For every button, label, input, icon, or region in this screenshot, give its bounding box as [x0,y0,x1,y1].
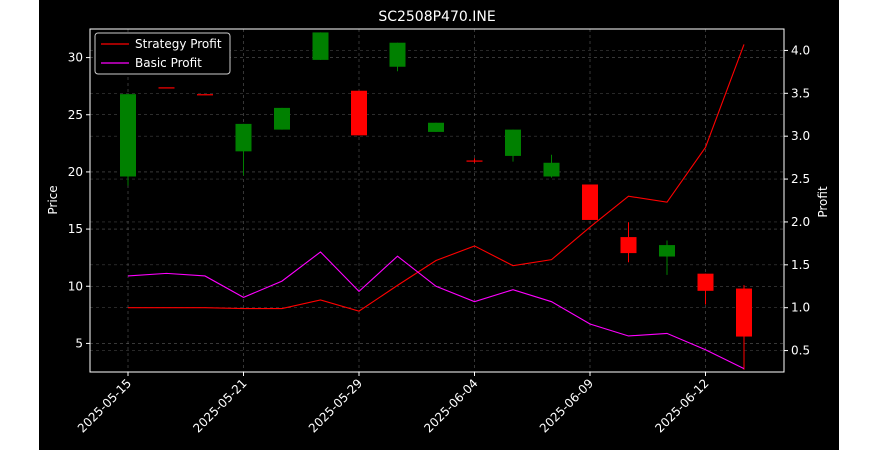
y-axis-label-right: Profit [816,186,830,218]
candle-body-11 [543,162,560,177]
x-axis: 2025-05-15 2025-05-21 2025-05-29 2025-06-04… [75,372,712,435]
candles [120,32,752,370]
right-tick-label-4: 2.5 [791,172,810,186]
left-tick-label-4: 25 [68,108,83,122]
right-tick-label-2: 1.5 [791,258,810,272]
y-axis-label-left: Price [46,185,60,214]
profit-lines [127,44,745,370]
right-tick-label-7: 4.0 [791,43,810,57]
right-tick-label-1: 1.0 [791,301,810,315]
legend-label-strategy-profit: Strategy Profit [135,37,222,51]
legend-box [94,32,231,75]
grid-lines [90,29,784,372]
candle-body-1 [158,87,175,89]
candle-body-5 [312,32,329,60]
left-tick-label-0: 5 [75,336,83,350]
left-tick-label-5: 30 [68,51,83,65]
left-tick-label-2: 15 [68,222,83,236]
left-tick-label-1: 10 [68,279,83,293]
legend-label-basic-profit: Basic Profit [135,56,202,70]
x-tick-label-2: 2025-05-29 [306,376,365,435]
chart-figure: SC2508P470.INE 5 10 15 20 25 30 0.5 1.0 1.5 2.0 2… [39,0,839,450]
x-tick-label-1: 2025-05-21 [190,376,249,435]
candle-body-10 [505,129,521,156]
right-tick-label-3: 2.0 [791,215,810,229]
left-tick-label-3: 20 [68,165,83,179]
legend: Strategy Profit Basic Profit [94,32,231,75]
plot-frame [89,28,785,373]
candle-body-6 [351,90,367,136]
candle-body-9 [466,160,483,162]
candle-body-13 [620,237,637,254]
right-axis: 0.5 1.0 1.5 2.0 2.5 3.0 3.5 4.0 [784,43,810,358]
series-line-strategy-profit [128,44,745,312]
candle-body-16 [736,288,752,337]
candle-body-0 [120,94,136,177]
series-line-basic-profit [127,251,745,370]
candle-body-12 [582,184,598,220]
x-tick-label-4: 2025-06-09 [537,376,596,435]
candle-body-7 [389,42,406,67]
chart-title: SC2508P470.INE [378,9,495,25]
candle-body-15 [697,273,714,291]
candle-body-14 [659,245,675,257]
left-axis: 5 10 15 20 25 30 [68,51,90,350]
right-tick-label-5: 3.0 [791,129,810,143]
candle-body-4 [274,107,290,130]
candle-body-8 [428,122,444,132]
candlestick-chart: SC2508P470.INE 5 10 15 20 25 30 0.5 1.0 1.5 2.0 2… [46,9,830,435]
right-tick-label-6: 3.5 [791,86,810,100]
x-tick-label-3: 2025-06-04 [421,376,480,435]
candle-body-2 [197,94,213,96]
candle-body-3 [235,123,252,152]
right-tick-label-0: 0.5 [791,344,810,358]
x-tick-label-0: 2025-05-15 [75,376,134,435]
x-tick-label-5: 2025-06-12 [652,376,711,435]
